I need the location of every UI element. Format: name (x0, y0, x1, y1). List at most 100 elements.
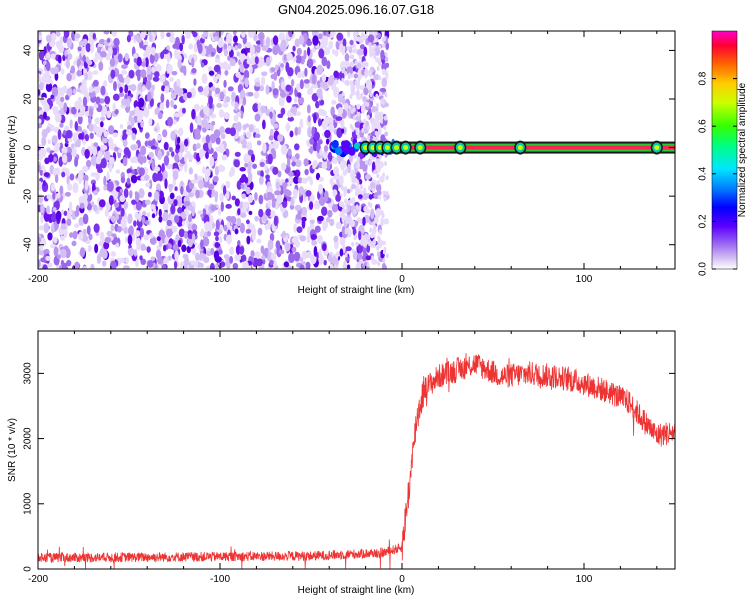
noise-blob (154, 71, 160, 78)
noise-blob (127, 234, 133, 246)
noise-blob (318, 108, 325, 116)
noise-blob (162, 49, 169, 55)
noise-blob (247, 31, 255, 39)
noise-blob (92, 146, 98, 156)
noise-blob (341, 208, 345, 214)
noise-blob (45, 52, 51, 59)
noise-blob (43, 222, 50, 234)
noise-blob (108, 156, 115, 165)
noise-blob (286, 156, 291, 168)
noise-blob (307, 88, 311, 95)
noise-blob (269, 111, 273, 119)
noise-blob (112, 93, 120, 101)
noise-blob (199, 262, 204, 268)
noise-blob (240, 31, 246, 38)
noise-blob (72, 132, 78, 143)
noise-blob (275, 240, 281, 250)
noise-blob (142, 40, 149, 46)
noise-blob (163, 141, 169, 151)
noise-blob (119, 86, 123, 94)
noise-blob (349, 39, 354, 46)
noise-blob (191, 233, 196, 244)
noise-blob (197, 210, 204, 215)
noise-blob (310, 194, 315, 203)
noise-blob (286, 95, 292, 103)
noise-blob (305, 261, 311, 269)
noise-blob (324, 129, 331, 139)
noise-blob (42, 264, 48, 269)
noise-blob (244, 162, 249, 168)
noise-blob (179, 42, 184, 52)
noise-blob (376, 245, 380, 251)
tone-peak-core-0 (363, 145, 369, 151)
noise-blob (218, 142, 225, 154)
noise-blob (50, 53, 56, 59)
noise-blob (82, 139, 87, 145)
x-tick-label-1-1: -100 (210, 574, 230, 585)
noise-blob (253, 91, 260, 99)
noise-blob (377, 130, 381, 136)
noise-blob (336, 32, 344, 41)
noise-blob (369, 70, 373, 76)
noise-blob (360, 240, 364, 246)
noise-blob (106, 171, 110, 181)
noise-blob (362, 192, 369, 201)
noise-blob (52, 191, 56, 200)
noise-blob (138, 167, 145, 177)
noise-blob (103, 175, 107, 187)
noise-blob (141, 216, 146, 225)
noise-blob (306, 104, 311, 114)
noise-blob (215, 136, 221, 145)
noise-blob (268, 135, 274, 141)
noise-blob (280, 144, 287, 156)
noise-blob (343, 102, 349, 111)
noise-blob (247, 194, 254, 204)
noise-blob (328, 123, 335, 133)
noise-blob (301, 207, 307, 216)
noise-blob (254, 113, 261, 122)
noise-blob (88, 35, 95, 47)
noise-blob (362, 96, 367, 103)
noise-blob (364, 205, 368, 211)
noise-blob (40, 203, 45, 214)
noise-blob (214, 58, 221, 63)
spectrogram-y-label: Frequency (Hz) (7, 116, 18, 185)
noise-blob (92, 32, 97, 40)
noise-blob (252, 103, 259, 113)
noise-blob (328, 263, 335, 269)
noise-blob (181, 220, 186, 226)
noise-blob (119, 188, 124, 194)
noise-blob (318, 176, 324, 182)
noise-blob (191, 57, 195, 68)
y-tick-label-1-2: 2000 (23, 427, 34, 450)
noise-blob (121, 69, 128, 75)
x-tick-label-1-3: 100 (576, 574, 593, 585)
noise-blob (254, 251, 261, 259)
noise-blob (218, 235, 223, 244)
noise-blob (148, 179, 153, 190)
noise-blob (158, 215, 163, 223)
noise-blob (131, 199, 137, 205)
noise-blob (207, 183, 215, 190)
noise-blob (112, 132, 119, 138)
noise-blob (84, 133, 90, 142)
noise-blob (317, 234, 323, 245)
noise-blob (357, 243, 363, 254)
noise-blob (55, 210, 62, 221)
noise-blob (274, 202, 279, 210)
noise-blob (39, 240, 47, 247)
noise-blob (378, 229, 382, 235)
noise-blob (305, 190, 312, 197)
noise-blob (291, 237, 297, 244)
noise-blob (293, 96, 298, 104)
noise-blob (191, 223, 198, 231)
noise-blob (92, 57, 98, 63)
noise-blob (51, 106, 59, 112)
noise-blob (163, 155, 170, 166)
noise-blob (124, 84, 129, 94)
noise-blob (45, 76, 52, 85)
noise-blob (335, 116, 343, 121)
noise-blob (233, 35, 238, 43)
noise-blob (61, 154, 68, 164)
